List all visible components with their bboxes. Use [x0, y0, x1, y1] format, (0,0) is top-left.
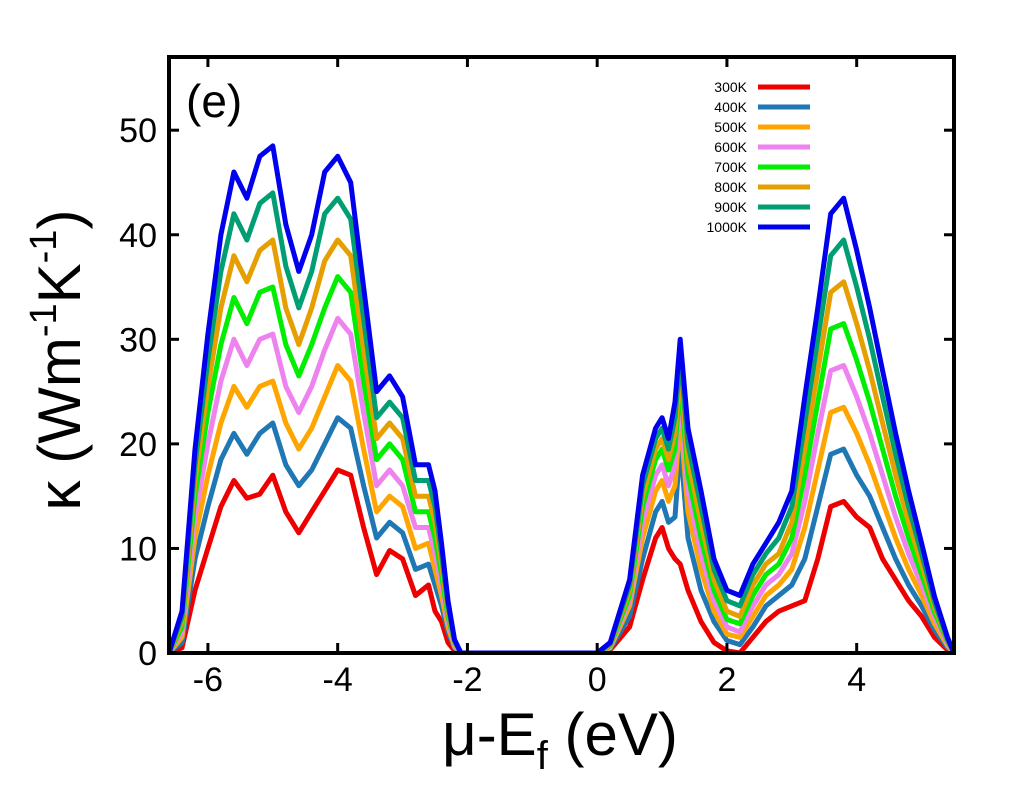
legend-label: 1000K: [707, 219, 748, 235]
y-tick-label: 10: [119, 530, 157, 568]
x-tick-label: 2: [717, 661, 736, 699]
x-tick-label: 0: [588, 661, 607, 699]
plot-frame: [167, 55, 956, 655]
x-axis-title-main: μ-E: [442, 701, 537, 768]
legend-label: 400K: [714, 99, 747, 115]
y-tick-label: 30: [119, 321, 157, 359]
y-axis-title-greek: κ (Wm: [26, 337, 93, 510]
y-tick-label: 40: [119, 217, 157, 255]
x-axis-title-tail: (eV): [548, 701, 678, 768]
y-axis-title-mid: K: [26, 263, 93, 303]
series-line-300K: [169, 467, 954, 653]
x-tick-label: -2: [452, 661, 482, 699]
x-tick-label: -6: [193, 661, 223, 699]
legend-label: 300K: [714, 79, 747, 95]
series-line-400K: [169, 415, 954, 653]
y-axis-title-sup1: -1: [23, 303, 65, 337]
x-tick-label: 4: [847, 661, 866, 699]
legend-label: 800K: [714, 179, 747, 195]
x-axis-title: μ-Ef (eV): [442, 701, 678, 778]
legend-label: 900K: [714, 199, 747, 215]
series-layer: [169, 143, 954, 653]
x-axis-title-sub: f: [537, 734, 549, 778]
y-tick-label: 50: [119, 112, 157, 150]
series-line-600K: [169, 315, 954, 653]
x-tick-label: -4: [323, 661, 353, 699]
legend: 300K 400K 500K 600K 700K 800K 900K 1000K: [707, 79, 810, 235]
legend-label: 500K: [714, 119, 747, 135]
y-tick-label: 20: [119, 426, 157, 464]
legend-label: 600K: [714, 139, 747, 155]
y-tick-label: 0: [138, 635, 157, 673]
series-line-1000K: [169, 143, 954, 653]
series-line-800K: [169, 237, 954, 653]
y-axis-title-close: ): [26, 210, 93, 230]
legend-label: 700K: [714, 159, 747, 175]
y-axis-title-sup2: -1: [23, 230, 65, 264]
panel-label: (e): [186, 75, 242, 127]
y-axis-title: κ (Wm-1K-1): [23, 210, 93, 511]
